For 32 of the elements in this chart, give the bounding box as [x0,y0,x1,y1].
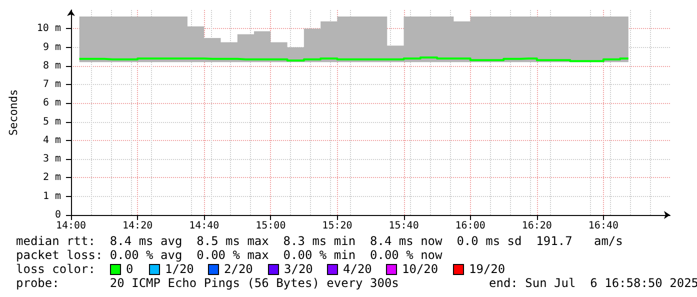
y-tick-label: 0 [54,210,61,220]
text: 4/20 [343,262,372,276]
y-tick-label: 1 m [42,190,61,202]
x-tick-label: 14:00 [56,220,86,232]
y-tick-label: 5 m [42,116,61,128]
x-tick-label: 14:40 [189,220,220,232]
x-tick-label: 16:20 [522,220,552,232]
x-tick-label: 15:00 [256,220,286,232]
y-tick-label: 7 m [42,79,61,90]
y-axis-title: Seconds [7,89,20,136]
text: median rtt: 8.4 ms avg 8.5 ms max 8.3 ms min 8.4 ms now 0.0 ms sd 191.7 am/s [16,234,623,248]
x-tick-label: 16:40 [588,220,619,232]
x-tick-label: 16:00 [455,220,486,232]
text: loss color: [16,262,96,276]
x-tick-label: 14:20 [122,220,153,232]
text: 19/20 [469,262,506,276]
text: 1/20 [165,262,194,276]
text: packet loss: 0.00 % avg 0.00 % max 0.00 % min 0.00 % now [16,248,442,262]
text: 10/20 [402,262,438,276]
text: 3/20 [284,262,313,276]
x-tick-label: 15:40 [388,220,419,232]
x-tick-label: 15:20 [322,220,352,232]
y-tick-label: 2 m [42,172,61,184]
y-tick-label: 3 m [42,154,61,165]
y-tick-label: 4 m [42,134,61,146]
y-tick-label: 10 m [36,23,61,34]
y-tick-label: 6 m [42,98,61,109]
y-tick-label: 9 m [42,42,61,53]
text: probe: 20 ICMP Echo Pings (56 Bytes) every 300s [16,276,399,290]
text: 2/20 [224,262,253,276]
y-tick-label: 8 m [42,60,61,72]
text: 0 [126,262,134,276]
